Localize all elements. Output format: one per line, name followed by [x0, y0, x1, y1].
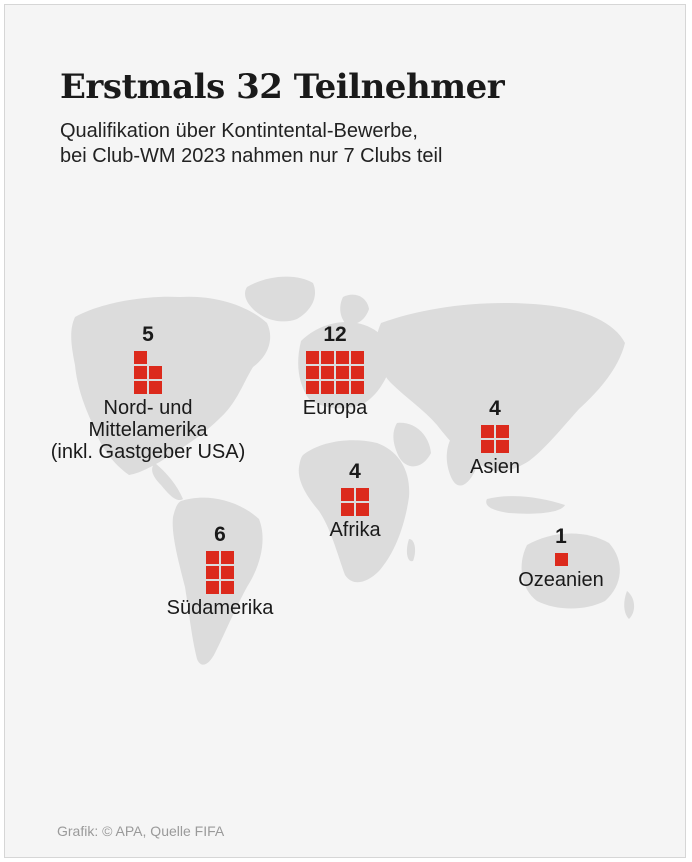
club-square — [351, 366, 364, 379]
club-square — [134, 381, 147, 394]
label-asia: Asien — [469, 456, 521, 478]
region-oceania: 1 Ozeanien — [501, 525, 621, 591]
club-square — [341, 503, 354, 516]
map-indonesia — [486, 496, 565, 514]
label-north-america-3: (inkl. Gastgeber USA) — [50, 441, 246, 463]
region-asia: 4 Asien — [445, 397, 545, 478]
subtitle-line-2: bei Club-WM 2023 nahmen nur 7 Clubs teil — [60, 145, 443, 167]
label-oceania: Ozeanien — [518, 569, 604, 591]
club-square — [306, 366, 319, 379]
club-square — [351, 381, 364, 394]
club-square — [496, 425, 509, 438]
squares-asia — [445, 425, 545, 453]
map-asia — [376, 303, 625, 472]
club-square — [306, 351, 319, 364]
club-square — [134, 366, 147, 379]
map-greenland — [245, 276, 316, 322]
club-square — [206, 581, 219, 594]
source-credit: Grafik: © APA, Quelle FIFA — [57, 823, 225, 839]
label-south-america: Südamerika — [166, 597, 274, 619]
squares-africa — [305, 488, 405, 516]
club-square — [356, 503, 369, 516]
club-square — [336, 351, 349, 364]
club-square — [356, 488, 369, 501]
map-india — [446, 435, 476, 486]
map-arabia — [393, 422, 431, 467]
count-oceania: 1 — [555, 525, 567, 548]
map-new-zealand — [624, 591, 635, 619]
map-scandinavia — [340, 294, 369, 325]
club-square — [481, 425, 494, 438]
club-square — [306, 381, 319, 394]
squares-oceania — [501, 553, 621, 566]
club-square — [321, 351, 334, 364]
club-square — [481, 440, 494, 453]
club-square — [206, 551, 219, 564]
club-square — [221, 551, 234, 564]
label-north-america-2: Mittelamerika — [88, 419, 208, 441]
region-europe: 12 Europa — [275, 323, 395, 419]
region-south-america: 6 Südamerika — [155, 523, 285, 619]
region-africa: 4 Afrika — [305, 460, 405, 541]
label-europe: Europa — [302, 397, 368, 419]
club-square — [149, 381, 162, 394]
count-south-america: 6 — [214, 523, 226, 546]
page-title: Erstmals 32 Teilnehmer — [60, 67, 505, 107]
infographic-card: Erstmals 32 Teilnehmer Qualifikation übe… — [4, 4, 686, 858]
club-square — [496, 440, 509, 453]
map-madagascar — [406, 539, 416, 562]
count-north-america: 5 — [142, 323, 154, 346]
club-square — [336, 381, 349, 394]
club-square — [221, 581, 234, 594]
map-japan — [574, 367, 585, 395]
club-square — [321, 366, 334, 379]
club-square — [221, 566, 234, 579]
count-europe: 12 — [323, 323, 347, 346]
count-asia: 4 — [489, 397, 501, 420]
club-square — [554, 553, 568, 566]
club-square — [336, 366, 349, 379]
label-africa: Afrika — [329, 519, 381, 541]
club-square — [351, 351, 364, 364]
count-africa: 4 — [349, 460, 361, 483]
club-square — [341, 488, 354, 501]
club-square — [206, 566, 219, 579]
squares-europe — [275, 351, 395, 394]
subtitle-line-1: Qualifikation über Kontintental-Bewerbe, — [60, 120, 418, 142]
map-australia — [521, 533, 620, 609]
club-square — [149, 366, 162, 379]
subtitle: Qualifikation über Kontintental-Bewerbe,… — [60, 119, 620, 169]
club-square — [134, 351, 147, 364]
squares-north-america — [28, 351, 268, 394]
map-north-america — [71, 296, 271, 475]
squares-south-america — [155, 551, 285, 594]
label-north-america-1: Nord- und — [103, 397, 193, 419]
region-north-america: 5 Nord- und Mittelamerika (inkl. Gastgeb… — [28, 323, 268, 463]
map-central-america — [152, 463, 183, 501]
club-square — [321, 381, 334, 394]
